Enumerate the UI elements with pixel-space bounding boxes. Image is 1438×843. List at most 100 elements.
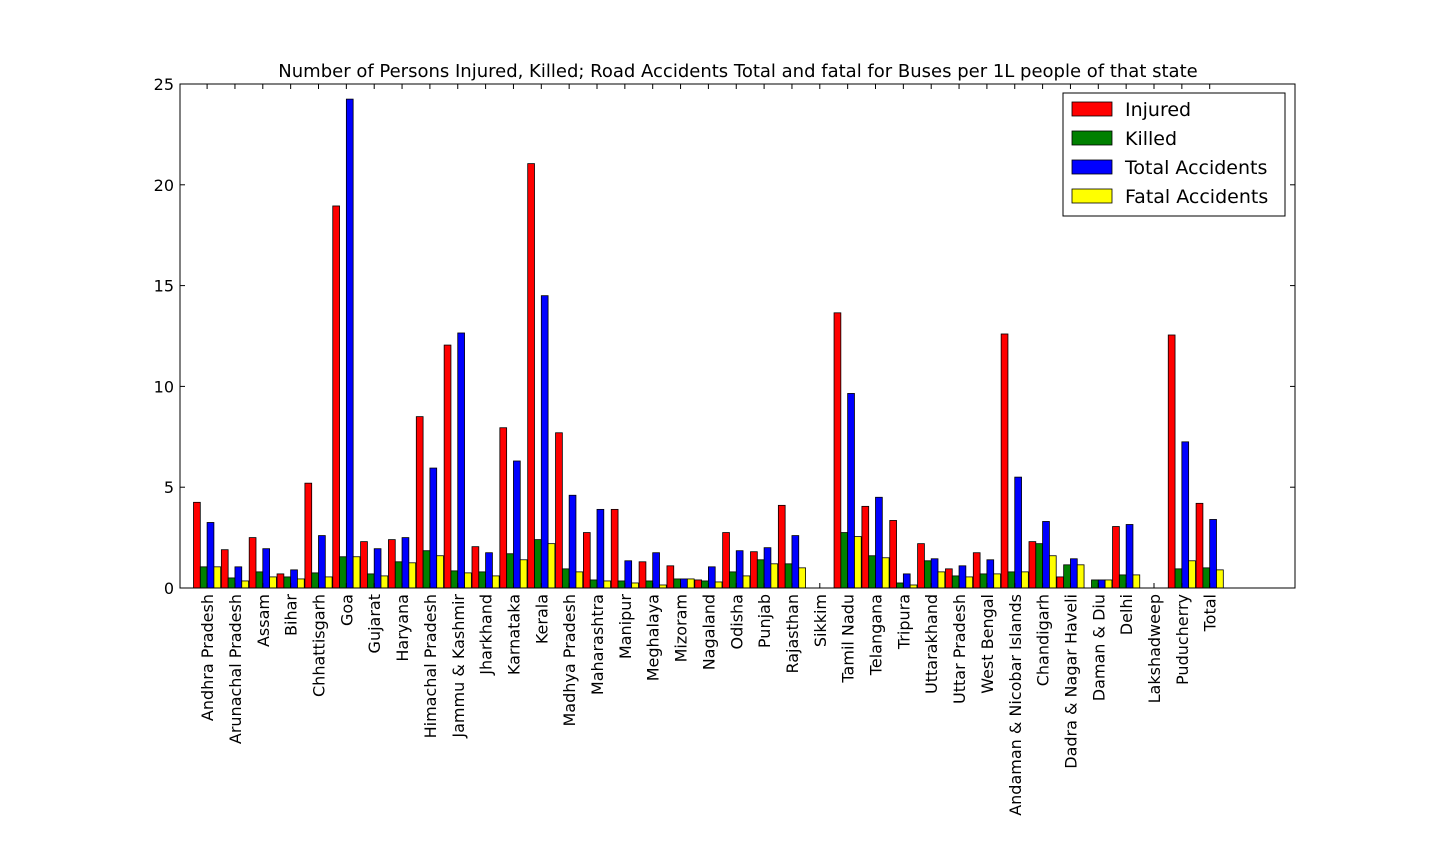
bar-killed-2 bbox=[255, 571, 264, 589]
bar-injured-19 bbox=[722, 532, 730, 589]
bar-killed-8 bbox=[422, 550, 431, 589]
bar-killed-3 bbox=[283, 576, 292, 589]
bar-injured-15 bbox=[610, 508, 619, 589]
legend: Injured Killed Total Accidents Fatal Accide… bbox=[1062, 92, 1286, 217]
bar-fatal-accidents-28 bbox=[993, 573, 1001, 589]
x-tick-label-13: Madhya Pradesh bbox=[560, 594, 579, 727]
legend-label-fatal-accidents: Fatal Accidents bbox=[1125, 186, 1268, 208]
x-tick-label-29: Andaman & Nicobar Islands bbox=[1006, 594, 1025, 816]
bar-injured-24 bbox=[861, 505, 870, 589]
bar-fatal-accidents-2 bbox=[269, 576, 277, 589]
bar-killed-28 bbox=[979, 573, 988, 589]
bar-fatal-accidents-23 bbox=[854, 536, 862, 589]
x-tick-label-9: Jammu & Kashmir bbox=[449, 594, 468, 739]
bar-killed-26 bbox=[924, 560, 932, 589]
x-tick-label-5: Goa bbox=[337, 594, 356, 626]
bar-fatal-accidents-0 bbox=[213, 566, 222, 589]
bar-injured-33 bbox=[1112, 526, 1120, 589]
x-tick-label-12: Kerala bbox=[532, 594, 551, 644]
bar-injured-20 bbox=[750, 551, 758, 589]
legend-swatch-fatal-accidents bbox=[1071, 188, 1113, 204]
x-tick-label-32: Daman & Diu bbox=[1089, 594, 1108, 701]
bar-killed-10 bbox=[478, 571, 486, 589]
bar-fatal-accidents-20 bbox=[770, 563, 779, 589]
bar-total-accidents-27 bbox=[958, 565, 967, 589]
legend-label-total-accidents: Total Accidents bbox=[1124, 157, 1267, 179]
bar-injured-27 bbox=[945, 568, 953, 589]
x-tick-label-11: Karnataka bbox=[504, 594, 523, 675]
bar-injured-3 bbox=[276, 573, 285, 589]
bar-total-accidents-14 bbox=[596, 508, 605, 589]
bar-fatal-accidents-35 bbox=[1188, 560, 1196, 589]
bar-total-accidents-35 bbox=[1181, 441, 1190, 589]
bar-fatal-accidents-24 bbox=[881, 557, 890, 589]
bar-killed-18 bbox=[701, 580, 709, 589]
y-tick-label-10: 10 bbox=[154, 377, 174, 396]
bar-total-accidents-36 bbox=[1209, 519, 1217, 589]
bar-fatal-accidents-36 bbox=[1216, 569, 1224, 589]
bar-fatal-accidents-17 bbox=[686, 578, 695, 589]
plot-area-frame bbox=[179, 83, 1296, 589]
x-tick-label-22: Sikkim bbox=[811, 594, 830, 647]
bar-killed-5 bbox=[339, 556, 347, 589]
x-tick-label-1: Arunachal Pradesh bbox=[226, 594, 245, 744]
bar-injured-26 bbox=[917, 543, 925, 589]
bar-fatal-accidents-8 bbox=[436, 555, 444, 589]
bar-fatal-accidents-12 bbox=[547, 543, 556, 589]
bar-fatal-accidents-21 bbox=[798, 567, 806, 589]
bar-injured-8 bbox=[415, 416, 424, 589]
x-tick-label-33: Delhi bbox=[1117, 594, 1136, 635]
x-tick-label-16: Meghalaya bbox=[644, 594, 663, 681]
bar-total-accidents-23 bbox=[847, 393, 855, 589]
bar-total-accidents-21 bbox=[791, 535, 800, 589]
bar-killed-14 bbox=[589, 579, 598, 589]
x-tick-label-3: Bihar bbox=[282, 594, 301, 636]
legend-swatch-killed bbox=[1071, 130, 1113, 146]
x-tick-label-23: Tamil Nadu bbox=[839, 594, 858, 684]
bar-fatal-accidents-33 bbox=[1132, 574, 1141, 589]
bar-injured-23 bbox=[833, 312, 842, 589]
bar-fatal-accidents-9 bbox=[464, 572, 472, 589]
bar-killed-36 bbox=[1202, 567, 1211, 589]
bar-killed-35 bbox=[1174, 568, 1183, 589]
x-tick-label-30: Chandigarh bbox=[1034, 594, 1053, 686]
x-tick-label-8: Himachal Pradesh bbox=[421, 594, 440, 738]
bar-injured-35 bbox=[1167, 334, 1176, 589]
bar-total-accidents-15 bbox=[624, 560, 633, 589]
bar-total-accidents-18 bbox=[708, 566, 716, 589]
bar-injured-6 bbox=[360, 541, 368, 589]
chart-title: Number of Persons Injured, Killed; Road … bbox=[278, 61, 1197, 82]
bar-killed-4 bbox=[311, 572, 319, 589]
bar-injured-25 bbox=[889, 520, 897, 589]
x-tick-label-25: Tripura bbox=[894, 594, 913, 650]
bar-total-accidents-11 bbox=[513, 460, 521, 589]
bar-killed-23 bbox=[840, 532, 849, 589]
x-tick-label-21: Rajasthan bbox=[783, 594, 802, 674]
bar-injured-30 bbox=[1028, 541, 1037, 589]
bar-total-accidents-5 bbox=[345, 98, 354, 589]
bar-total-accidents-13 bbox=[568, 494, 577, 589]
bar-killed-27 bbox=[951, 575, 960, 589]
bar-killed-6 bbox=[366, 573, 375, 589]
bar-total-accidents-29 bbox=[1014, 476, 1022, 589]
bar-total-accidents-33 bbox=[1125, 524, 1134, 589]
y-axis: 0 5 10 15 20 25 bbox=[154, 75, 1295, 598]
bar-killed-32 bbox=[1091, 579, 1099, 589]
bar-injured-4 bbox=[304, 482, 313, 589]
bar-fatal-accidents-4 bbox=[324, 576, 333, 589]
x-tick-label-36: Total bbox=[1201, 594, 1220, 632]
bar-total-accidents-20 bbox=[763, 547, 772, 589]
x-tick-label-2: Assam bbox=[254, 594, 273, 647]
bar-injured-29 bbox=[1000, 333, 1009, 589]
bar-fatal-accidents-14 bbox=[603, 580, 611, 589]
bar-fatal-accidents-13 bbox=[575, 571, 584, 589]
x-tick-label-18: Nagaland bbox=[699, 594, 718, 670]
x-tick-label-17: Mizoram bbox=[672, 594, 691, 662]
bar-injured-7 bbox=[388, 539, 396, 589]
bar-injured-10 bbox=[471, 546, 480, 589]
legend-label-killed: Killed bbox=[1125, 128, 1177, 150]
x-tick-label-27: Uttar Pradesh bbox=[950, 594, 969, 704]
bar-injured-28 bbox=[972, 552, 981, 589]
bar-total-accidents-32 bbox=[1097, 579, 1106, 589]
